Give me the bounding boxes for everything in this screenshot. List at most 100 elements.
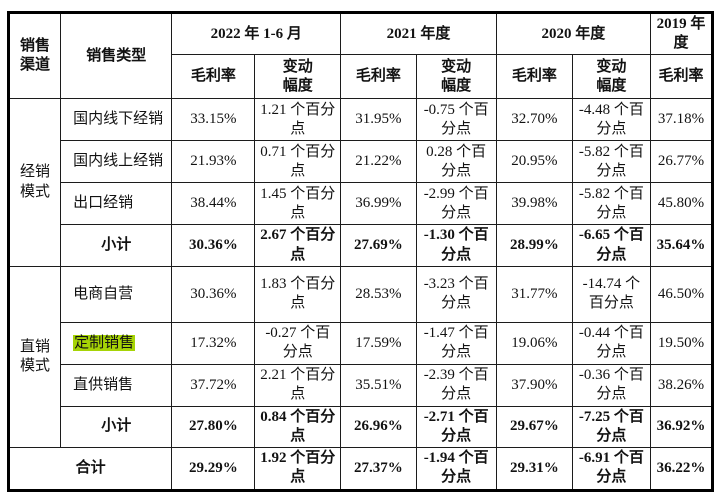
- highlighted-text: 定制销售: [73, 334, 136, 351]
- gross-margin-cell: 29.29%: [171, 447, 256, 491]
- header-period-2021: 2021 年度: [340, 11, 497, 56]
- gross-margin-cell: 28.99%: [495, 224, 573, 267]
- gross-margin-cell: 37.90%: [495, 363, 573, 407]
- gross-margin-cell: 36.22%: [649, 447, 714, 491]
- channel-group-distribution: 经销模式: [7, 98, 62, 267]
- gross-margin-cell: 45.80%: [649, 182, 714, 226]
- gross-margin-cell: 19.50%: [649, 321, 714, 365]
- change-cell: -0.75 个百分点: [415, 98, 497, 142]
- header-change-2022: 变动幅度: [254, 54, 342, 100]
- gross-margin-cell: 21.93%: [171, 140, 256, 184]
- gross-margin-cell: 32.70%: [495, 98, 573, 142]
- gross-margin-cell: 19.06%: [495, 321, 573, 365]
- change-cell: 1.83 个百分点: [254, 265, 342, 323]
- header-gross-margin-2019: 毛利率: [649, 54, 714, 100]
- change-cell: -2.39 个百分点: [415, 363, 497, 407]
- change-cell: -1.47 个百分点: [415, 321, 497, 365]
- gross-margin-cell: 31.77%: [495, 265, 573, 323]
- change-cell: 1.45 个百分点: [254, 182, 342, 226]
- table-row-domestic-online: 国内线上经销 21.93% 0.71 个百分点 21.22% 0.28 个百分点…: [9, 140, 714, 184]
- change-cell: -0.36 个百分点: [571, 363, 651, 407]
- change-cell: -1.94 个百分点: [415, 447, 497, 491]
- change-cell: -5.82 个百分点: [571, 182, 651, 226]
- change-cell: -2.71 个百分点: [415, 405, 497, 449]
- gross-margin-cell: 30.36%: [171, 224, 256, 267]
- row-label-cell: 定制销售: [60, 321, 173, 365]
- change-cell: 1.92 个百分点: [254, 447, 342, 491]
- change-cell: -7.25 个百分点: [571, 405, 651, 449]
- change-cell: 0.28 个百分点: [415, 140, 497, 184]
- gross-margin-cell: 36.92%: [649, 405, 714, 449]
- gross-margin-cell: 29.67%: [495, 405, 573, 449]
- change-cell: 1.21 个百分点: [254, 98, 342, 142]
- change-cell: -6.91 个百分点: [571, 447, 651, 491]
- gross-margin-cell: 28.53%: [340, 265, 417, 323]
- gross-margin-cell: 35.51%: [340, 363, 417, 407]
- gross-margin-cell: 26.96%: [340, 405, 417, 449]
- change-cell: 0.71 个百分点: [254, 140, 342, 184]
- change-cell: -5.82 个百分点: [571, 140, 651, 184]
- gross-margin-cell: 17.59%: [340, 321, 417, 365]
- gross-margin-cell: 29.31%: [495, 447, 573, 491]
- gross-margin-cell: 33.15%: [171, 98, 256, 142]
- row-label-cell: 国内线上经销: [60, 140, 173, 184]
- gross-margin-cell: 35.64%: [649, 224, 714, 267]
- header-gross-margin-2021: 毛利率: [340, 54, 417, 100]
- header-row-metrics: 毛利率 变动幅度 毛利率 变动幅度 毛利率 变动幅度 毛利率: [9, 54, 714, 100]
- row-label-cell: 电商自营: [60, 265, 173, 323]
- gross-margin-cell: 27.37%: [340, 447, 417, 491]
- change-cell: -3.23 个百分点: [415, 265, 497, 323]
- row-label-cell: 直供销售: [60, 363, 173, 407]
- gross-margin-cell: 38.44%: [171, 182, 256, 226]
- gross-margin-cell: 27.80%: [171, 405, 256, 449]
- gross-margin-cell: 21.22%: [340, 140, 417, 184]
- header-sales-channel: 销售渠道: [7, 11, 62, 100]
- header-change-label: 变动幅度: [441, 58, 472, 94]
- change-cell: 2.21 个百分点: [254, 363, 342, 407]
- gross-margin-cell: 37.72%: [171, 363, 256, 407]
- header-change-label: 变动幅度: [596, 58, 627, 94]
- gross-margin-cell: 26.77%: [649, 140, 714, 184]
- header-change-label: 变动幅度: [282, 58, 313, 94]
- change-cell: -2.99 个百分点: [415, 182, 497, 226]
- table-row-grand-total: 合计 29.29% 1.92 个百分点 27.37% -1.94 个百分点 29…: [7, 447, 714, 491]
- header-change-2020: 变动幅度: [571, 54, 651, 100]
- gross-margin-cell: 39.98%: [495, 182, 573, 226]
- header-change-2021: 变动幅度: [415, 54, 497, 100]
- change-cell: -0.44 个百分点: [571, 321, 651, 365]
- header-period-2020: 2020 年度: [495, 11, 651, 56]
- table-row-domestic-offline: 经销模式 国内线下经销 33.15% 1.21 个百分点 31.95% -0.7…: [7, 98, 714, 267]
- header-sales-type: 销售类型: [60, 11, 173, 100]
- gross-margin-cell: 38.26%: [649, 363, 714, 407]
- header-row-periods: 销售渠道 销售类型 2022 年 1-6 月 2021 年度 2020 年度 2…: [7, 11, 714, 100]
- table-row-direct-subtotal: 小计 27.80% 0.84 个百分点 26.96% -2.71 个百分点 29…: [9, 405, 714, 449]
- table-row-custom-sales: 定制销售 17.32% -0.27 个百分点 17.59% -1.47 个百分点…: [9, 321, 714, 365]
- table-row-direct-supply: 直供销售 37.72% 2.21 个百分点 35.51% -2.39 个百分点 …: [9, 363, 714, 407]
- gross-margin-cell: 17.32%: [171, 321, 256, 365]
- gross-margin-cell: 31.95%: [340, 98, 417, 142]
- gross-margin-by-channel-table: 销售渠道 销售类型 2022 年 1-6 月 2021 年度 2020 年度 2…: [7, 11, 714, 492]
- row-label-cell: 出口经销: [60, 182, 173, 226]
- header-period-2019: 2019 年度: [649, 11, 714, 56]
- table-row-ecommerce-self: 直销模式 电商自营 30.36% 1.83 个百分点 28.53% -3.23 …: [7, 265, 714, 449]
- channel-group-direct: 直销模式: [7, 265, 62, 449]
- gross-margin-cell: 20.95%: [495, 140, 573, 184]
- gross-margin-cell: 27.69%: [340, 224, 417, 267]
- change-cell: -4.48 个百分点: [571, 98, 651, 142]
- header-period-2022: 2022 年 1-6 月: [171, 11, 342, 56]
- gross-margin-cell: 37.18%: [649, 98, 714, 142]
- row-label-cell: 小计: [60, 405, 173, 449]
- change-cell: -14.74 个百分点: [571, 265, 651, 323]
- gross-margin-cell: 36.99%: [340, 182, 417, 226]
- change-cell: -1.30 个百分点: [415, 224, 497, 267]
- change-cell: 0.84 个百分点: [254, 405, 342, 449]
- table-row-distribution-subtotal: 小计 30.36% 2.67 个百分点 27.69% -1.30 个百分点 28…: [9, 224, 714, 267]
- change-cell: 2.67 个百分点: [254, 224, 342, 267]
- gross-margin-cell: 30.36%: [171, 265, 256, 323]
- row-label-cell: 国内线下经销: [60, 98, 173, 142]
- gross-margin-cell: 46.50%: [649, 265, 714, 323]
- row-label-cell: 合计: [7, 447, 173, 491]
- table-row-export-distribution: 出口经销 38.44% 1.45 个百分点 36.99% -2.99 个百分点 …: [9, 182, 714, 226]
- change-cell: -0.27 个百分点: [254, 321, 342, 365]
